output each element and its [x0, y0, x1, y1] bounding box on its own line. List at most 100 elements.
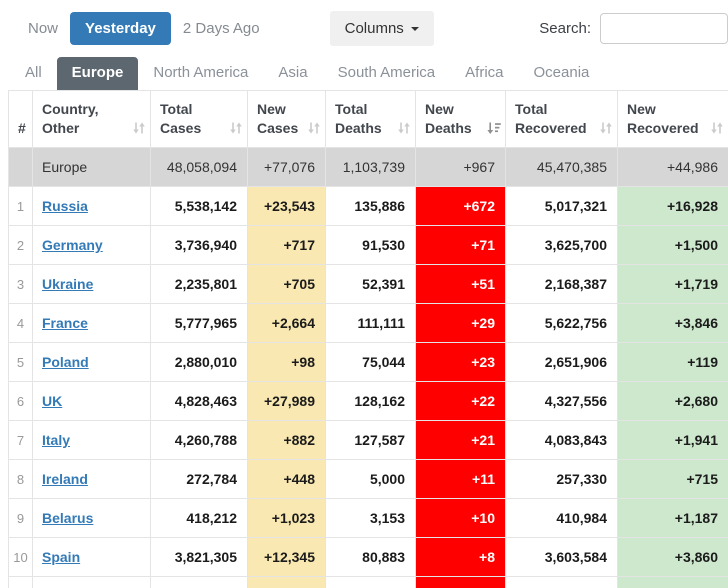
- sort-icon: [397, 121, 411, 138]
- rank-cell: 6: [8, 381, 33, 421]
- column-header-country[interactable]: Country, Other: [32, 90, 151, 148]
- new-deaths-cell: +672: [415, 186, 506, 226]
- continent-summary-row: Europe 48,058,094 +77,076 1,103,739 +967 45,4…: [8, 147, 728, 187]
- new-recovered-cell: +1,941: [617, 420, 728, 460]
- new-deaths-cell: +22: [415, 381, 506, 421]
- total-recovered-cell: 4,083,843: [505, 420, 618, 460]
- total-cases-cell: 4,828,463: [150, 381, 248, 421]
- column-header-new_cases[interactable]: New Cases: [247, 90, 326, 148]
- tab-north-america[interactable]: North America: [153, 64, 249, 81]
- new-cases-cell: +77,076: [247, 147, 326, 187]
- new-deaths-cell: +29: [415, 303, 506, 343]
- columns-dropdown-button[interactable]: Columns: [329, 11, 434, 46]
- rank-cell: 10: [8, 537, 33, 577]
- new-recovered-cell: +1,187: [617, 498, 728, 538]
- new-deaths-cell: +967: [415, 147, 506, 187]
- new-cases-cell: +717: [247, 225, 326, 265]
- country-cell: UK: [32, 381, 151, 421]
- country-link[interactable]: Ukraine: [42, 276, 94, 292]
- new-recovered-cell: +3,860: [617, 537, 728, 577]
- new-cases-cell: +27,989: [247, 381, 326, 421]
- column-header-total_deaths[interactable]: Total Deaths: [325, 90, 416, 148]
- total-recovered-cell: 2,168,387: [505, 264, 618, 304]
- total-deaths-cell: 80,883: [325, 537, 416, 577]
- new-cases-cell: +705: [247, 264, 326, 304]
- total-recovered-cell: 5,017,321: [505, 186, 618, 226]
- new-deaths-cell: +21: [415, 420, 506, 460]
- country-link[interactable]: Ireland: [42, 471, 88, 487]
- rank-cell: 4: [8, 303, 33, 343]
- country-link[interactable]: UK: [42, 393, 63, 409]
- new-recovered-cell: +3,846: [617, 303, 728, 343]
- rank-cell: [8, 147, 33, 187]
- country-cell: France: [32, 303, 151, 343]
- country-cell: Ireland: [32, 459, 151, 499]
- country-link[interactable]: Germany: [42, 237, 103, 253]
- column-label: New Recovered: [627, 101, 699, 137]
- column-label: Country, Other: [42, 101, 99, 137]
- column-label: #: [18, 120, 26, 137]
- now-button[interactable]: Now: [28, 20, 59, 37]
- column-header-total_recovered[interactable]: Total Recovered: [505, 90, 618, 148]
- column-label: New Cases: [257, 101, 299, 137]
- new-deaths-cell: +71: [415, 225, 506, 265]
- table-row: 9 Belarus 418,212 +1,023 3,153 +10 410,984 +1,1…: [8, 498, 728, 538]
- total-deaths-cell: 5,000: [325, 459, 416, 499]
- new-recovered-cell: +16,928: [617, 186, 728, 226]
- country-link[interactable]: Russia: [42, 198, 88, 214]
- total-cases-cell: 5,538,142: [150, 186, 248, 226]
- country-cell: Russia: [32, 186, 151, 226]
- total-deaths-cell: 128,162: [325, 381, 416, 421]
- tab-europe[interactable]: Europe: [56, 57, 139, 90]
- tab-asia[interactable]: Asia: [278, 64, 308, 81]
- table-row: [8, 576, 728, 588]
- country-link[interactable]: Poland: [42, 354, 89, 370]
- tab-south-america[interactable]: South America: [337, 64, 436, 81]
- column-header-new_recovered[interactable]: New Recovered: [617, 90, 728, 148]
- total-recovered-cell: 257,330: [505, 459, 618, 499]
- table-row: 4 France 5,777,965 +2,664 111,111 +29 5,622,75…: [8, 303, 728, 343]
- new-recovered-cell: +119: [617, 342, 728, 382]
- rank-cell: 2: [8, 225, 33, 265]
- country-cell: Ukraine: [32, 264, 151, 304]
- sort-icon: [710, 121, 724, 138]
- country-link[interactable]: Belarus: [42, 510, 94, 526]
- new-cases-cell: [247, 576, 326, 588]
- search-input[interactable]: [600, 13, 728, 44]
- column-header-new_deaths[interactable]: New Deaths: [415, 90, 506, 148]
- tab-all[interactable]: All: [25, 64, 42, 81]
- total-deaths-cell: [325, 576, 416, 588]
- sort-icon: [307, 121, 321, 138]
- rank-cell: [8, 576, 33, 588]
- total-cases-cell: [150, 576, 248, 588]
- country-cell: Italy: [32, 420, 151, 460]
- total-cases-cell: 418,212: [150, 498, 248, 538]
- new-cases-cell: +1,023: [247, 498, 326, 538]
- tab-oceania[interactable]: Oceania: [533, 64, 590, 81]
- total-deaths-cell: 75,044: [325, 342, 416, 382]
- total-recovered-cell: 2,651,906: [505, 342, 618, 382]
- new-cases-cell: +882: [247, 420, 326, 460]
- country-link[interactable]: Spain: [42, 549, 81, 565]
- tab-africa[interactable]: Africa: [465, 64, 504, 81]
- total-cases-cell: 3,736,940: [150, 225, 248, 265]
- sort-icon: [599, 121, 613, 138]
- country-link[interactable]: France: [42, 315, 88, 331]
- total-recovered-cell: 3,603,584: [505, 537, 618, 577]
- table-row: 2 Germany 3,736,940 +717 91,530 +71 3,625,700 +…: [8, 225, 728, 265]
- total-cases-cell: 2,880,010: [150, 342, 248, 382]
- new-deaths-cell: [415, 576, 506, 588]
- two-days-ago-button[interactable]: 2 Days Ago: [182, 20, 260, 37]
- total-cases-cell: 272,784: [150, 459, 248, 499]
- column-header-total_cases[interactable]: Total Cases: [150, 90, 248, 148]
- rank-cell: 9: [8, 498, 33, 538]
- yesterday-button[interactable]: Yesterday: [70, 12, 171, 45]
- new-deaths-cell: +23: [415, 342, 506, 382]
- total-deaths-cell: 52,391: [325, 264, 416, 304]
- search-area: Search:: [539, 13, 728, 44]
- country-cell: Spain: [32, 537, 151, 577]
- new-recovered-cell: +1,719: [617, 264, 728, 304]
- country-link[interactable]: Italy: [42, 432, 71, 448]
- total-deaths-cell: 135,886: [325, 186, 416, 226]
- columns-dropdown-label: Columns: [344, 20, 404, 37]
